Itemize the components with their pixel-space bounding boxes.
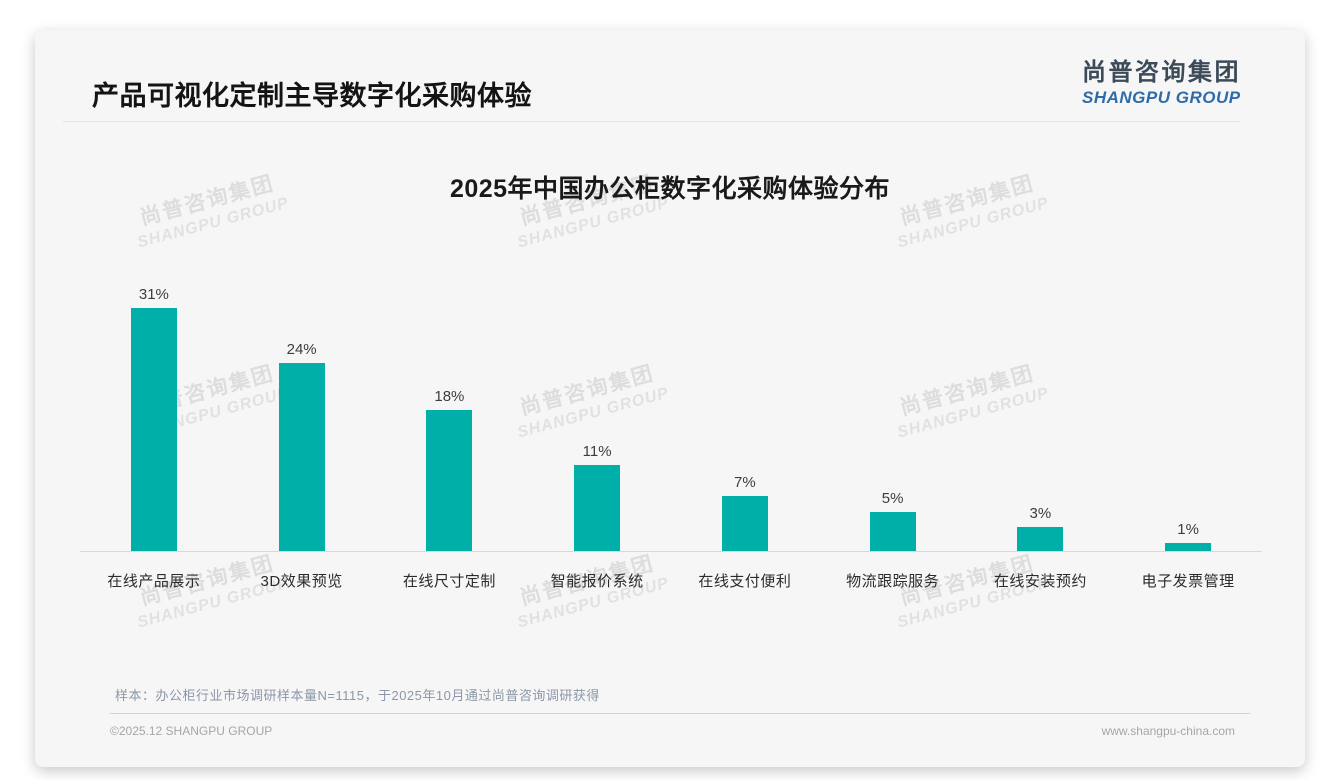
header-divider (63, 121, 1240, 122)
bar (869, 512, 916, 551)
category-label: 在线产品展示 (107, 573, 201, 590)
bar (426, 410, 473, 551)
bar-value-label: 11% (582, 443, 612, 460)
bar-value-label: 5% (881, 490, 904, 507)
sample-note: 样本：办公柜行业市场调研样本量N=1115，于2025年10月通过尚普咨询调研获… (115, 688, 600, 703)
logo-english-name: SHANGPU GROUP (1082, 88, 1241, 107)
bar-column: 3% (967, 274, 1115, 551)
category-label: 在线尺寸定制 (402, 573, 496, 590)
footer-divider (110, 713, 1250, 714)
bar-column: 7% (671, 274, 819, 551)
bar-value-label: 24% (286, 341, 317, 358)
company-logo: 尚普咨询集团 SHANGPU GROUP (1082, 52, 1241, 108)
bar-value-label: 31% (138, 286, 169, 303)
bar (130, 308, 177, 551)
bar-column: 11% (523, 274, 671, 551)
report-card: 尚普咨询集团 SHANGPU GROUP 尚普咨询集团 SHANGPU GROUP 尚普… (35, 30, 1305, 767)
page-title: 产品可视化定制主导数字化采购体验 (92, 81, 532, 111)
bar-column: 1% (1114, 274, 1262, 551)
bar-column: 5% (819, 274, 967, 551)
bar (1017, 527, 1064, 551)
chart-title: 2025年中国办公柜数字化采购体验分布 (449, 175, 891, 203)
bar (1165, 543, 1212, 551)
bar-column: 18% (376, 274, 524, 551)
category-label: 智能报价系统 (550, 573, 644, 590)
bar (721, 496, 768, 551)
bar (278, 363, 325, 551)
category-label: 物流跟踪服务 (846, 573, 940, 590)
copyright-text: ©2025.12 SHANGPU GROUP (110, 724, 273, 738)
category-row: 在线产品展示 3D效果预览 在线尺寸定制 智能报价系统 在线支付便利 物流跟踪服务 在线安装… (80, 553, 1262, 591)
bar-column: 24% (228, 274, 376, 551)
bar-value-label: 18% (434, 388, 465, 405)
category-label: 电子发票管理 (1141, 573, 1235, 590)
bar (574, 465, 621, 551)
bar-value-label: 1% (1177, 521, 1199, 538)
bar-value-label: 3% (1029, 505, 1052, 522)
category-label: 在线安装预约 (993, 573, 1087, 590)
bar-chart-plot: 31% 24% 18% 11% 7% 5% 3% 1% (80, 274, 1262, 552)
category-label: 3D效果预览 (260, 573, 343, 590)
footer: ©2025.12 SHANGPU GROUP www.shangpu-china… (110, 724, 1235, 738)
bar-value-label: 7% (734, 474, 756, 491)
logo-chinese-name: 尚普咨询集团 (1082, 59, 1241, 86)
category-label: 在线支付便利 (698, 573, 792, 590)
bar-column: 31% (80, 274, 228, 551)
website-link[interactable]: www.shangpu-china.com (1101, 724, 1235, 738)
